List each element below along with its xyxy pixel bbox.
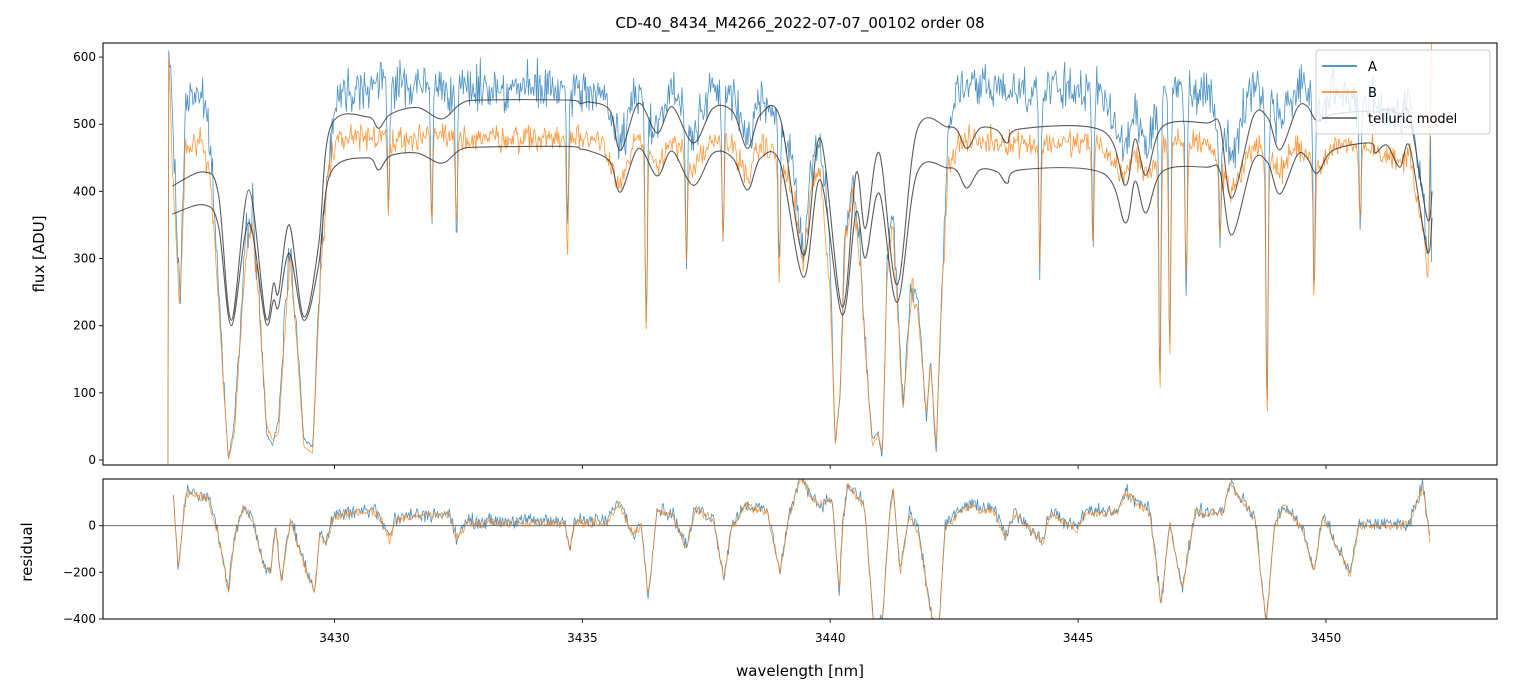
series-b-residual-line bbox=[173, 479, 1431, 619]
series-b-flux-line bbox=[167, 43, 1432, 465]
x-tick-label: 3440 bbox=[815, 631, 846, 645]
residual-y-tick-label: −200 bbox=[63, 565, 96, 579]
x-tick-label: 3450 bbox=[1311, 631, 1342, 645]
residual-axes-frame bbox=[102, 478, 1498, 620]
flux-y-tick-label: 500 bbox=[73, 117, 96, 131]
residual-y-tick-label: 0 bbox=[88, 519, 96, 533]
flux-panel bbox=[167, 43, 1433, 465]
legend-label-a: A bbox=[1368, 60, 1377, 75]
legend-box bbox=[1315, 49, 1491, 135]
telluric-model-line-b bbox=[172, 142, 1433, 327]
series-a-residual-line bbox=[173, 479, 1431, 619]
flux-y-tick-label: 100 bbox=[73, 386, 96, 400]
flux-axes-frame bbox=[102, 42, 1498, 466]
flux-y-tick-label: 0 bbox=[88, 453, 96, 467]
flux-y-tick-label: 600 bbox=[73, 50, 96, 64]
series-a-flux-line bbox=[167, 50, 1432, 465]
x-tick-label: 3445 bbox=[1063, 631, 1094, 645]
flux-y-tick-label: 300 bbox=[73, 252, 96, 266]
x-tick-label: 3435 bbox=[567, 631, 598, 645]
legend: A B telluric model bbox=[1315, 49, 1491, 135]
legend-label-b: B bbox=[1368, 86, 1377, 101]
telluric-model-line-a bbox=[172, 99, 1433, 321]
flux-y-tick-label: 200 bbox=[73, 319, 96, 333]
residual-panel bbox=[103, 479, 1497, 619]
residual-y-tick-label: −400 bbox=[63, 612, 96, 626]
residual-y-axis-label: residual bbox=[18, 522, 36, 581]
x-tick-label: 3430 bbox=[319, 631, 350, 645]
flux-y-tick-label: 400 bbox=[73, 184, 96, 198]
x-axis-label: wavelength [nm] bbox=[736, 662, 864, 680]
flux-y-axis-label: flux [ADU] bbox=[30, 215, 48, 292]
chart-title: CD-40_8434_M4266_2022-07-07_00102 order … bbox=[615, 14, 984, 33]
legend-label-telluric: telluric model bbox=[1368, 112, 1457, 127]
